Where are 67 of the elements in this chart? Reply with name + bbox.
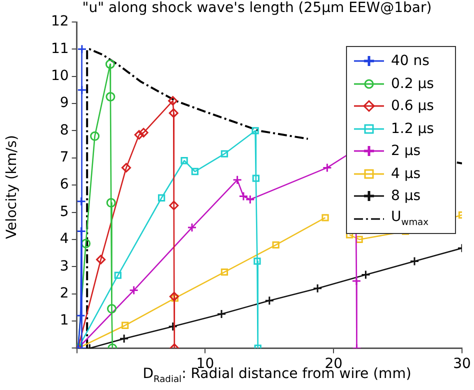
point bbox=[168, 322, 178, 332]
point bbox=[220, 268, 228, 276]
point bbox=[322, 162, 332, 172]
legend-label: 1.2 μs bbox=[391, 120, 434, 137]
y-tick-label: 11 bbox=[50, 40, 69, 57]
y-tick-label: 9 bbox=[60, 95, 69, 112]
point bbox=[312, 284, 322, 294]
y-tick-label: 3 bbox=[60, 258, 69, 274]
point bbox=[169, 292, 179, 302]
point bbox=[216, 309, 226, 319]
point bbox=[220, 150, 228, 158]
y-tick-label: 7 bbox=[60, 150, 69, 166]
chart-title: "u" along shock wave's length (25μm EEW@1bar) bbox=[82, 0, 432, 16]
point bbox=[121, 162, 131, 172]
point bbox=[322, 214, 329, 222]
legend-label: 2 μs bbox=[391, 143, 421, 160]
point bbox=[76, 310, 86, 320]
point bbox=[168, 108, 178, 118]
point bbox=[76, 226, 86, 236]
point bbox=[191, 168, 199, 176]
point bbox=[252, 174, 260, 182]
point bbox=[272, 241, 280, 248]
point bbox=[106, 198, 116, 208]
point bbox=[114, 272, 122, 279]
y-tick-label: 1 bbox=[60, 312, 69, 329]
point bbox=[180, 157, 188, 164]
y-tick-label: 4 bbox=[60, 231, 69, 248]
point bbox=[252, 127, 259, 134]
point bbox=[106, 304, 116, 314]
legend-label: 0.6 μs bbox=[391, 98, 434, 114]
y-tick-label: 6 bbox=[60, 176, 69, 193]
point bbox=[168, 96, 178, 106]
y-tick-label: 12 bbox=[50, 14, 69, 30]
point bbox=[119, 334, 129, 344]
point bbox=[77, 44, 87, 54]
y-axis-title: Velocity (km/s) bbox=[4, 134, 20, 240]
y-tick-label: 10 bbox=[50, 68, 69, 84]
point bbox=[96, 254, 106, 264]
point bbox=[254, 258, 261, 265]
point bbox=[352, 276, 362, 286]
point bbox=[158, 194, 166, 202]
point bbox=[356, 236, 363, 244]
point bbox=[76, 196, 86, 206]
y-tick-label: 2 bbox=[60, 285, 69, 302]
point bbox=[90, 131, 100, 141]
point bbox=[171, 294, 178, 302]
point bbox=[169, 200, 179, 210]
point bbox=[410, 256, 420, 266]
point bbox=[360, 270, 370, 280]
point bbox=[129, 286, 139, 296]
legend-label: 4 μs bbox=[391, 166, 421, 182]
x-tick-label: 30 bbox=[453, 356, 471, 372]
point bbox=[106, 92, 116, 102]
point bbox=[122, 322, 129, 329]
point bbox=[232, 175, 242, 185]
point bbox=[134, 130, 144, 140]
point bbox=[187, 222, 197, 232]
point bbox=[81, 238, 91, 248]
point bbox=[264, 296, 274, 306]
point bbox=[138, 128, 148, 138]
point bbox=[105, 59, 115, 69]
legend-label: 40 ns bbox=[391, 53, 430, 70]
y-tick-label: 5 bbox=[60, 204, 69, 220]
legend-label: 0.2 μs bbox=[391, 76, 434, 92]
legend-label: 8 μs bbox=[391, 188, 421, 204]
y-tick-label: 8 bbox=[60, 122, 69, 138]
point bbox=[77, 85, 87, 95]
